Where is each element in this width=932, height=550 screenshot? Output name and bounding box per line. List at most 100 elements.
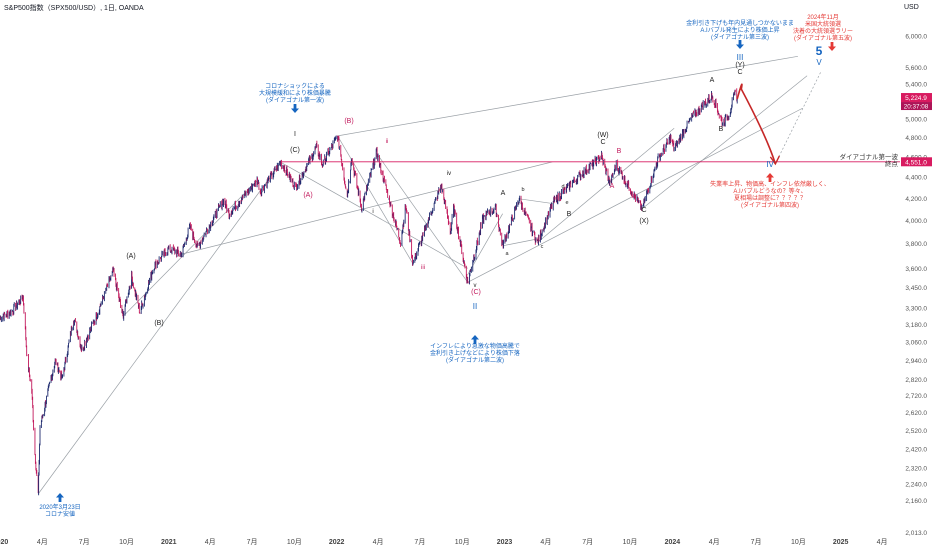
y-tick-label: 4,400.0 (905, 175, 927, 182)
y-tick-label: 2,940.0 (905, 358, 927, 365)
wave-label: 5 (816, 44, 823, 58)
y-tick-label: 4,000.0 (905, 218, 927, 225)
wave-label: v (474, 283, 477, 289)
trend-line (37, 162, 282, 495)
annotation-wave4: 失業率上昇、物価高、インフレ依然厳しく、 (710, 180, 830, 188)
wave-label: IV (766, 160, 774, 169)
y-tick-label: 2,160.0 (905, 498, 927, 505)
arrow-icon (293, 104, 297, 109)
y-tick-label: 3,800.0 (905, 241, 927, 248)
wave-label: B (617, 148, 622, 155)
x-tick-label: 7月 (751, 538, 762, 546)
wave-label: b (521, 187, 524, 193)
wave-label: II (473, 302, 477, 311)
y-tick-label: 5,000.0 (905, 117, 927, 124)
annotation-wave4: 夏相場は調整に？？？？？ (734, 194, 806, 202)
y-tick-label: 3,060.0 (905, 340, 927, 347)
annotation-wave5: 2024年11月 (807, 13, 839, 21)
y-tick-label: 2,820.0 (905, 377, 927, 384)
wave-label: ii (386, 139, 389, 145)
wave-label: I (294, 131, 296, 138)
y-tick-label: 2,520.0 (905, 428, 927, 435)
wave-label: (B) (344, 118, 353, 125)
y-tick-label: 3,180.0 (905, 322, 927, 329)
wave-label: e (565, 200, 568, 206)
wave-label: d (561, 184, 564, 190)
wave-label: iii (421, 265, 425, 271)
annotation-wave1: コロナショックによる (265, 83, 325, 90)
trend-line (536, 127, 675, 244)
countdown-badge (901, 102, 932, 111)
wave-label: A (610, 183, 615, 190)
x-tick-label: 10月 (455, 538, 470, 546)
wave-label: iv (447, 171, 451, 177)
x-tick-label: 10月 (623, 538, 638, 546)
annotation-wave5: 米国大統領選 (805, 20, 841, 28)
x-tick-label: 2025 (833, 539, 849, 546)
y-tick-label: 3,450.0 (905, 285, 927, 292)
trend-line (181, 161, 553, 255)
y-tick-label: 2,320.0 (905, 465, 927, 472)
forecast-dotted-line (775, 70, 822, 165)
trend-line (376, 153, 468, 283)
y-tick-label: 2,013.0 (905, 530, 927, 537)
forecast-curve (736, 83, 777, 165)
annotation-wave1: 大規模緩和により株価暴騰 (259, 89, 331, 97)
wave-label: C (600, 139, 605, 146)
y-tick-label: 3,300.0 (905, 305, 927, 312)
wave-label: (B) (154, 320, 163, 327)
arrow-icon (471, 335, 479, 340)
x-tick-label: 10月 (287, 538, 302, 546)
y-tick-label: 2,240.0 (905, 481, 927, 488)
annotation-wave3: (ダイアゴナル第三波) (711, 33, 769, 41)
annotation-wave2: インフレにより急激な物価高騰で (430, 342, 520, 350)
wave-label: B (719, 126, 724, 133)
wave-label: B (567, 211, 572, 218)
x-tick-label: 2022 (329, 539, 345, 546)
arrow-icon (738, 40, 742, 45)
level-line-label: ダイアゴナル第一波 (840, 152, 899, 161)
arrow-icon (830, 42, 834, 47)
x-tick-label: 7月 (414, 538, 425, 546)
arrow-icon (828, 46, 836, 51)
trend-line (280, 162, 468, 269)
annotation-wave3: A.Iバブル発生により株価上昇 (700, 26, 779, 34)
y-tick-label: 4,200.0 (905, 196, 927, 203)
annotation-wave4: (ダイアゴナル第四波) (741, 201, 799, 209)
wave-label: (A) (126, 253, 135, 260)
annotation-wave2: 金利引き上げなどにより株価下落 (430, 349, 520, 357)
trend-line (519, 198, 554, 205)
x-tick-label: 10月 (791, 538, 806, 546)
x-tick-label: 4月 (373, 538, 384, 546)
wave-label: C (737, 69, 742, 76)
x-tick-label: 2020 (0, 539, 8, 546)
x-tick-label: 7月 (79, 538, 90, 546)
arrow-icon (736, 44, 744, 49)
x-tick-label: 10月 (119, 538, 134, 546)
x-tick-label: 2023 (497, 539, 513, 546)
y-tick-label: 2,420.0 (905, 446, 927, 453)
wave-label: (C) (471, 289, 481, 296)
forecast-arrowhead (769, 155, 780, 166)
wave-label: (A) (303, 192, 312, 199)
wave-label: c (541, 244, 544, 250)
annotation-wave3: 金利引き下げも年内見通しつかないまま (686, 19, 794, 27)
wave-label: V (816, 58, 822, 67)
arrow-icon (58, 497, 62, 502)
annotation-wave5: 決着の大統領選ラリー (793, 27, 853, 35)
x-tick-label: 4月 (709, 538, 720, 546)
y-tick-label: 4,800.0 (905, 135, 927, 142)
level-price-text: 4,551.0 (905, 159, 927, 166)
y-tick-label: 5,600.0 (905, 65, 927, 72)
wave-label: (C) (290, 147, 300, 154)
wave-label: C (641, 207, 646, 214)
wave-label: A (710, 77, 715, 84)
x-tick-label: 2024 (665, 539, 681, 546)
level-badge (901, 157, 932, 167)
candles (0, 88, 738, 496)
x-tick-label: 2021 (161, 539, 177, 546)
annotation-covid: 2020年3月23日 (39, 503, 80, 511)
x-tick-label: 4月 (205, 538, 216, 546)
x-tick-label: 7月 (247, 538, 258, 546)
